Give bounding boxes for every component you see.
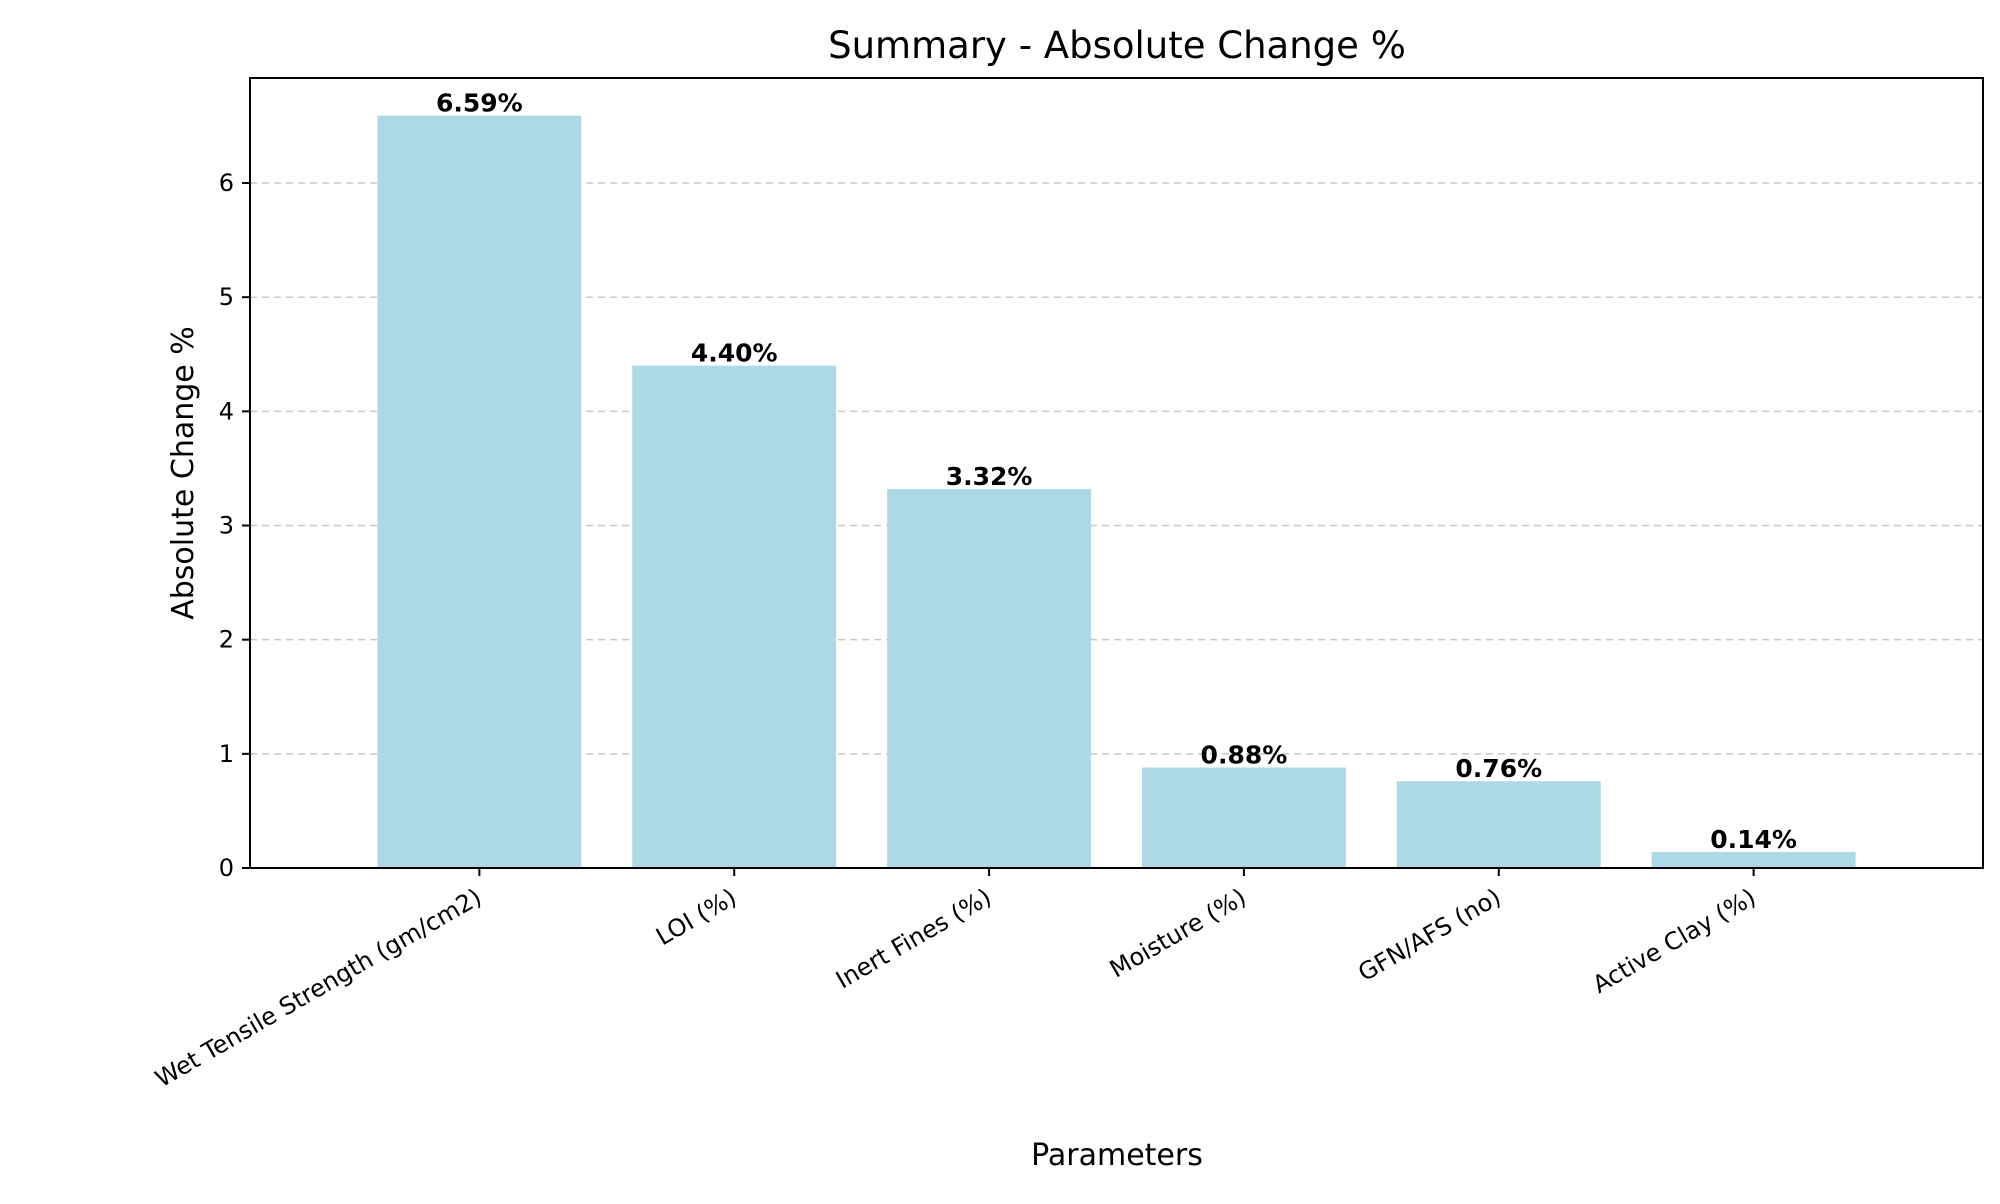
data-label: 6.59% bbox=[436, 89, 523, 118]
x-tick-label: GFN/AFS (no) bbox=[1353, 883, 1505, 987]
data-label: 3.32% bbox=[946, 462, 1033, 491]
bar bbox=[1651, 852, 1856, 868]
x-tick-label: Moisture (%) bbox=[1105, 883, 1251, 983]
y-tick-label: 1 bbox=[219, 740, 234, 768]
y-tick-label: 5 bbox=[219, 283, 234, 311]
y-tick-label: 0 bbox=[219, 854, 234, 882]
x-tick-label: Inert Fines (%) bbox=[831, 883, 996, 994]
bar bbox=[887, 488, 1092, 868]
x-axis-ticks: Wet Tensile Strength (gm/cm2) LOI (%) Iner… bbox=[151, 868, 1761, 1093]
x-axis-label: Parameters bbox=[1031, 1138, 1203, 1173]
bar bbox=[1396, 781, 1601, 868]
bar bbox=[1141, 767, 1346, 868]
bar bbox=[377, 115, 582, 869]
x-tick-label: Wet Tensile Strength (gm/cm2) bbox=[151, 883, 487, 1093]
data-label: 4.40% bbox=[691, 339, 778, 368]
data-label: 0.76% bbox=[1455, 754, 1542, 783]
x-tick-label: LOI (%) bbox=[651, 883, 741, 951]
y-tick-label: 3 bbox=[219, 512, 234, 540]
plot-frame bbox=[249, 77, 1984, 869]
y-axis-ticks: 0 1 2 3 4 5 6 bbox=[219, 169, 250, 882]
value-labels: 6.59% 4.40% 3.32% 0.88% 0.76% 0.14% bbox=[436, 89, 1797, 854]
bars bbox=[377, 115, 1856, 869]
data-label: 0.88% bbox=[1201, 741, 1288, 770]
y-axis-label: Absolute Change % bbox=[166, 326, 201, 620]
y-tick-label: 2 bbox=[219, 626, 234, 654]
data-label: 0.14% bbox=[1710, 825, 1797, 854]
x-tick-label: Active Clay (%) bbox=[1588, 883, 1761, 999]
y-tick-label: 6 bbox=[219, 169, 234, 197]
chart-title: Summary - Absolute Change % bbox=[828, 24, 1406, 67]
bar bbox=[632, 365, 837, 868]
y-tick-label: 4 bbox=[219, 397, 234, 425]
